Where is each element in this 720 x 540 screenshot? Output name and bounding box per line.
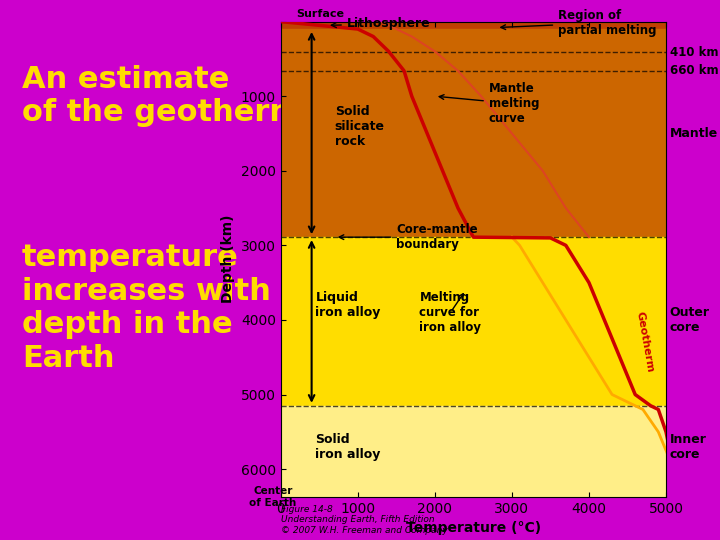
Text: 410 km: 410 km [670,46,719,59]
Text: temperature
increases with
depth in the
Earth: temperature increases with depth in the … [22,243,271,373]
Text: Lithosphere: Lithosphere [331,17,431,30]
Text: 660 km: 660 km [670,64,719,77]
Text: Mantle
melting
curve: Mantle melting curve [439,82,539,125]
Bar [281,406,666,497]
Bar [281,29,666,237]
Text: Surface: Surface [296,9,344,19]
Bar [281,237,666,406]
Text: Liquid
iron alloy: Liquid iron alloy [315,291,381,319]
Text: Mantle: Mantle [670,127,718,140]
Bar [281,22,666,29]
Text: Geotherm: Geotherm [634,311,654,374]
Text: Solid
silicate
rock: Solid silicate rock [335,105,384,147]
Text: Figure 14-8
Understanding Earth, Fifth Edition
© 2007 W.H. Freeman and Company: Figure 14-8 Understanding Earth, Fifth E… [281,505,448,535]
Text: Solid
iron alloy: Solid iron alloy [315,433,381,461]
Y-axis label: Depth (km): Depth (km) [221,215,235,303]
Text: Inner
core: Inner core [670,433,707,461]
Text: Center
of Earth: Center of Earth [249,486,297,508]
Text: Melting
curve for
iron alloy: Melting curve for iron alloy [420,291,482,334]
Text: Core-mantle
boundary: Core-mantle boundary [339,223,478,251]
Text: An estimate
of the geotherm:: An estimate of the geotherm: [22,65,313,127]
Text: Outer
core: Outer core [670,306,710,334]
X-axis label: Temperature (°C): Temperature (°C) [406,521,541,535]
Text: Region of
partial melting: Region of partial melting [501,9,657,37]
